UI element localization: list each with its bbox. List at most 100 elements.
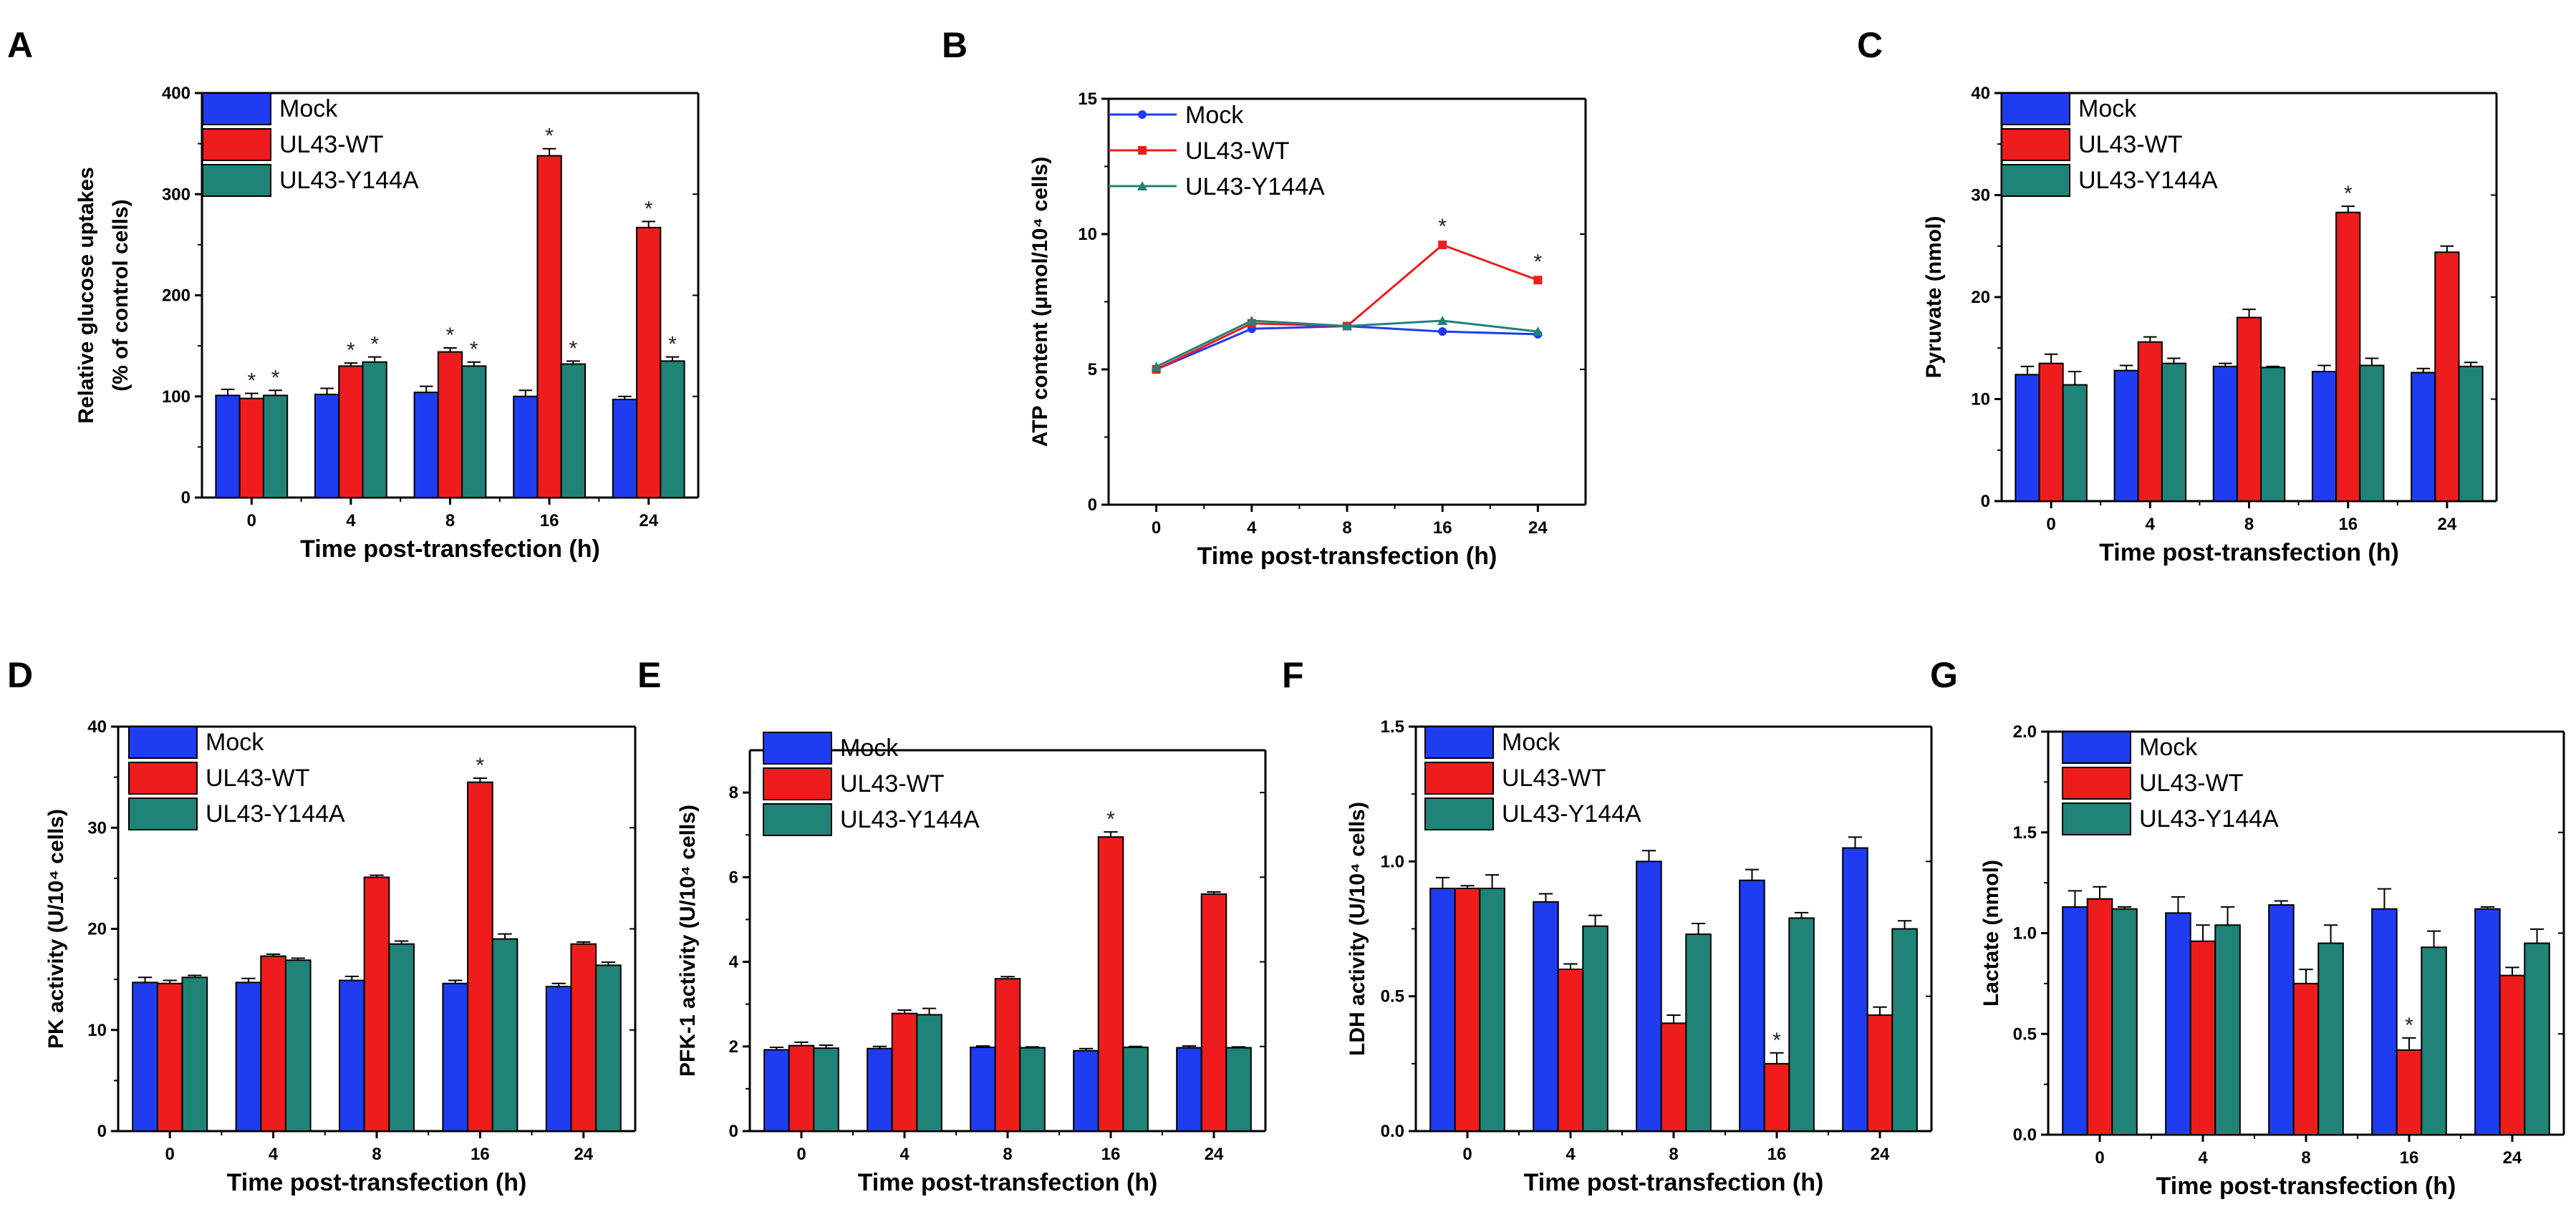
y-tick-label: 200 [162, 286, 190, 306]
bar-mock-16 [442, 982, 469, 1133]
bar-ul43-y144a-16 [2421, 946, 2447, 1135]
y-axis-title: Pyruvate (nmol) [1922, 216, 1946, 379]
bar-ul43-y144a-4 [2214, 924, 2241, 1135]
bar-ul43-wt-16 [2335, 211, 2361, 502]
legend-swatch-mock [128, 726, 198, 759]
bar-ul43-wt-4 [338, 365, 364, 498]
bar-ul43-y144a-4 [1582, 925, 1608, 1132]
bar-mock-24 [1176, 1047, 1202, 1133]
y-tick-label: 0.0 [1381, 1122, 1404, 1141]
significance-star: * [668, 333, 677, 357]
y-tick-label: 1.5 [2013, 823, 2037, 843]
bar-mock-16 [1073, 1049, 1099, 1132]
bar-mock-4 [2113, 369, 2139, 502]
significance-star: * [347, 339, 355, 362]
bar-ul43-wt-24 [570, 943, 597, 1132]
y-tick-label: 10 [87, 1021, 107, 1040]
significance-star: * [1534, 250, 1543, 273]
bar-ul43-wt-0 [156, 982, 183, 1133]
bar-mock-8 [413, 392, 439, 498]
legend-label: UL43-WT [206, 765, 309, 792]
bar-ul43-y144a-16 [1122, 1046, 1149, 1132]
legend-label: UL43-WT [1185, 137, 1289, 165]
bar-ul43-y144a-8 [1019, 1047, 1046, 1133]
significance-star: * [1772, 1029, 1781, 1052]
point-y144a [1437, 315, 1448, 325]
y-tick-label: 400 [162, 84, 190, 103]
legend-swatch-ul43-wt [128, 762, 198, 795]
y-tick-label: 6 [729, 868, 738, 887]
bar-ul43-y144a-24 [1891, 928, 1918, 1132]
significance-star: * [247, 369, 256, 393]
bar-ul43-wt-24 [1866, 1014, 1894, 1132]
x-tick-label: 16 [1767, 1145, 1787, 1164]
bar-ul43-wt-4 [1557, 969, 1584, 1132]
legend-swatch-mock [2062, 731, 2131, 764]
x-tick-label: 4 [2198, 1148, 2208, 1168]
bar-ul43-y144a-8 [2260, 367, 2286, 503]
bar-ul43-wt-24 [636, 226, 662, 498]
bar-mock-8 [2268, 904, 2295, 1135]
y-tick-label: 2.0 [2013, 722, 2037, 742]
x-tick-label: 8 [1669, 1145, 1678, 1164]
y-axis-title: PK activity (U/10⁴ cells) [44, 809, 68, 1049]
legend-label: Mock [279, 95, 338, 122]
bar-ul43-wt-16 [2396, 1049, 2423, 1136]
legend-label: Mock [206, 729, 264, 756]
y-tick-label: 0.5 [2013, 1024, 2037, 1044]
bar-ul43-wt-8 [1660, 1022, 1687, 1133]
bar-ul43-wt-4 [260, 955, 286, 1132]
legend-label: Mock [1185, 102, 1244, 129]
bar-mock-8 [970, 1046, 996, 1132]
bar-ul43-wt-16 [1763, 1062, 1790, 1133]
bar-ul43-wt-0 [1454, 888, 1481, 1132]
bar-ul43-y144a-4 [916, 1014, 942, 1133]
bar-mock-8 [1636, 860, 1662, 1133]
y-tick-label: 0.5 [1381, 987, 1404, 1007]
x-axis-title: Time post-transfection (h) [300, 535, 600, 563]
significance-star: * [569, 336, 578, 360]
bar-mock-24 [2411, 372, 2436, 503]
x-tick-label: 0 [2046, 515, 2055, 534]
bar-mock-16 [2311, 371, 2338, 503]
legend-label: UL43-WT [2139, 770, 2243, 797]
x-tick-label: 16 [1433, 518, 1452, 538]
x-tick-label: 8 [372, 1145, 381, 1164]
bar-mock-0 [215, 394, 241, 499]
y-tick-label: 40 [87, 717, 107, 737]
bar-ul43-y144a-16 [1788, 917, 1815, 1133]
legend-label: UL43-Y144A [840, 806, 980, 833]
x-tick-label: 24 [639, 511, 658, 530]
bar-mock-0 [2015, 374, 2040, 502]
x-axis-title: Time post-transfection (h) [1524, 1169, 1824, 1196]
x-tick-label: 24 [1871, 1145, 1890, 1164]
bar-mock-24 [612, 398, 638, 498]
panel-letter: A [7, 25, 33, 65]
significance-star: * [370, 333, 379, 357]
y-tick-label: 15 [1078, 89, 1097, 109]
x-tick-label: 24 [2503, 1148, 2522, 1168]
x-tick-label: 4 [1247, 518, 1257, 538]
significance-star: * [1106, 808, 1115, 831]
x-tick-label: 24 [1205, 1145, 1224, 1164]
panel-letter: D [7, 655, 33, 695]
bar-ul43-y144a-0 [1479, 888, 1505, 1132]
line-ul43-wt [1155, 243, 1538, 371]
bar-ul43-wt-4 [2137, 341, 2163, 503]
legend-label: UL43-WT [840, 770, 944, 797]
bar-ul43-y144a-24 [2524, 942, 2550, 1135]
bar-ul43-wt-16 [467, 781, 493, 1132]
x-tick-label: 16 [2400, 1148, 2419, 1168]
bar-ul43-wt-24 [2434, 251, 2460, 502]
legend-marker [1138, 110, 1147, 119]
bar-ul43-y144a-8 [388, 943, 415, 1132]
x-tick-label: 8 [445, 511, 455, 530]
y-tick-label: 300 [162, 185, 190, 204]
x-axis-title: Time post-transfection (h) [2099, 539, 2399, 566]
significance-star: * [2405, 1014, 2413, 1037]
panel-letter: G [1930, 655, 1958, 695]
x-tick-label: 8 [1342, 518, 1351, 538]
y-tick-label: 2 [729, 1037, 738, 1057]
